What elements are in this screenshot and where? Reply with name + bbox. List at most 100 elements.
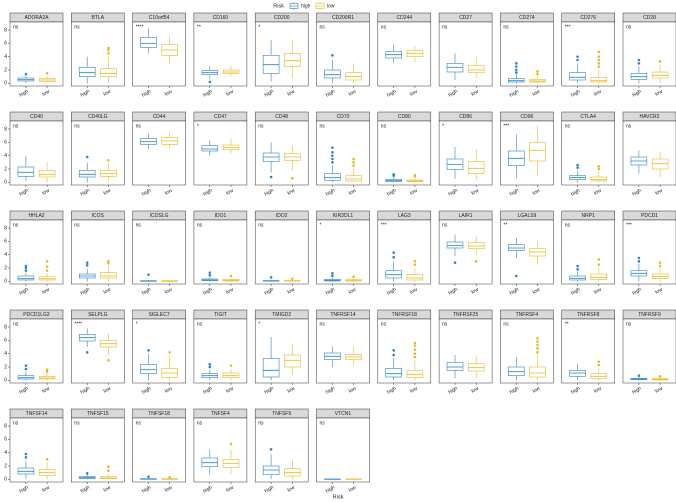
outlier: [392, 349, 396, 352]
box: [100, 68, 117, 77]
panel: [132, 219, 186, 285]
x-tick-label: low: [348, 385, 358, 394]
significance-label: ns: [74, 123, 80, 129]
outlier: [413, 341, 417, 345]
outlier: [24, 269, 28, 272]
significance-label: ns: [258, 420, 264, 426]
outlier: [576, 55, 579, 58]
box: [590, 77, 608, 83]
x-tick-label: low: [41, 88, 51, 97]
x-tick-label: low: [654, 88, 664, 97]
strip-title: CD96: [521, 114, 534, 120]
strip-title: TNFSF14: [26, 411, 48, 417]
outlier: [229, 442, 233, 446]
x-tick-label: high: [570, 287, 581, 297]
x-tick-label: low: [593, 88, 603, 97]
significance-label: ns: [320, 123, 326, 129]
x-tick-label: low: [103, 385, 113, 394]
box: [590, 176, 608, 182]
x-tick-label: low: [225, 187, 235, 196]
outlier: [331, 151, 334, 154]
outlier: [637, 58, 641, 62]
x-tick-label: low: [532, 187, 542, 196]
box: [385, 368, 402, 378]
strip-title: TIGIT: [214, 312, 227, 318]
x-tick-label: low: [225, 484, 235, 493]
outlier: [208, 274, 212, 277]
box: [284, 354, 301, 368]
x-tick-label: low: [654, 187, 664, 196]
significance-label: ns: [503, 321, 509, 327]
x-tick-label: low: [348, 187, 358, 196]
x-tick-label: low: [225, 88, 235, 97]
x-tick-label: low: [654, 385, 664, 394]
strip-title: HAVCR2: [640, 114, 660, 120]
x-tick-label: low: [41, 385, 51, 394]
outlier: [597, 167, 601, 171]
strip-title: CD48: [275, 114, 288, 120]
x-tick-label: low: [409, 88, 419, 97]
strip-title: CD47: [214, 114, 227, 120]
strip-title: IDO1: [215, 213, 227, 219]
outlier: [24, 367, 28, 371]
x-tick-label: low: [286, 286, 296, 295]
strip-title: TNFSF15: [87, 411, 109, 417]
outlier: [269, 175, 273, 179]
outlier: [597, 165, 601, 168]
x-tick-label: high: [325, 89, 336, 99]
x-tick-label: low: [103, 88, 113, 97]
y-tick-label: 4: [4, 153, 7, 159]
strip-title: NRP1: [582, 213, 596, 219]
box: [406, 274, 424, 281]
box: [78, 67, 96, 77]
outlier: [269, 448, 273, 451]
legend-title: Risk: [273, 3, 284, 9]
y-tick-label: 6: [4, 437, 7, 443]
significance-label: ns: [565, 123, 571, 129]
outlier: [597, 65, 601, 68]
significance-label: *: [442, 123, 444, 129]
outlier: [107, 46, 110, 50]
y-tick-label: 6: [4, 41, 7, 47]
strip-title: CD40: [30, 114, 43, 120]
x-tick-label: high: [325, 485, 336, 495]
significance-label: ns: [13, 24, 19, 30]
y-tick-label: 0: [4, 180, 7, 186]
outlier: [536, 70, 539, 73]
y-tick-label: 2: [4, 166, 7, 172]
y-tick-label: 8: [4, 423, 7, 429]
significance-label: ***: [565, 24, 571, 30]
significance-label: ns: [626, 321, 632, 327]
panel: [316, 318, 370, 384]
significance-label: ns: [74, 420, 80, 426]
strip-title: CD200R1: [332, 15, 354, 21]
y-tick-label: 8: [4, 324, 7, 330]
outlier: [352, 275, 355, 278]
x-tick-label: low: [286, 484, 296, 493]
panel: [438, 318, 493, 384]
x-tick-label: low: [164, 484, 174, 493]
box: [529, 142, 546, 162]
significance-label: ns: [565, 222, 571, 228]
x-tick-label: low: [41, 484, 51, 493]
panel: [193, 417, 248, 483]
x-tick-label: low: [532, 88, 542, 97]
outlier: [576, 58, 579, 62]
x-tick-label: high: [202, 188, 213, 198]
significance-label: *: [320, 222, 322, 228]
panel: [71, 318, 125, 384]
outlier: [597, 50, 601, 54]
x-tick-label: high: [141, 386, 152, 396]
outlier: [45, 72, 49, 75]
outlier: [536, 340, 539, 343]
outlier: [536, 347, 539, 350]
outlier: [637, 256, 641, 260]
outlier: [291, 177, 294, 180]
outlier: [45, 370, 49, 373]
x-tick-label: high: [141, 89, 152, 99]
strip-title: KIR3DL1: [333, 213, 354, 219]
box: [529, 366, 546, 378]
x-tick-label: high: [80, 287, 91, 297]
significance-label: ns: [197, 222, 203, 228]
x-tick-label: high: [631, 188, 642, 198]
